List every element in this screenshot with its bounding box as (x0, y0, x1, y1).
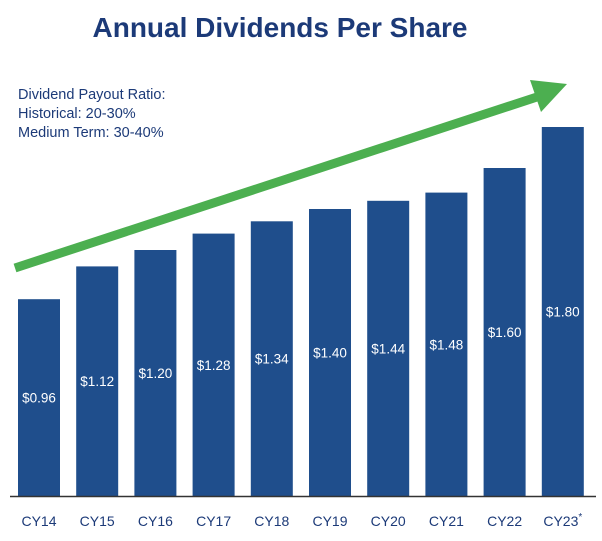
payout-ratio-historical: Historical: 20-30% (18, 106, 136, 122)
bar-value-label: $1.40 (313, 346, 347, 361)
bar-value-label: $1.44 (371, 341, 405, 356)
bar-cy22 (483, 168, 526, 496)
bar-value-label: $1.80 (546, 305, 580, 320)
payout-ratio-heading: Dividend Payout Ratio: (18, 87, 166, 103)
bar-cy15 (76, 266, 119, 496)
payout-ratio-note: Dividend Payout Ratio: Historical: 20-30… (18, 86, 166, 143)
bar-value-labels-group: $0.96 $1.12 $1.20 $1.28 $1.34 $1.40 $1.44 $1.48… (22, 305, 580, 406)
x-tick-label: CY14 (21, 513, 56, 529)
x-tick-label: CY16 (138, 513, 173, 529)
bar-value-label: $1.34 (255, 352, 289, 367)
x-axis-tick-labels-group: CY14 CY15 CY16 CY17 CY18 CY19 CY20 CY21 CY22 CY23… (21, 512, 582, 529)
x-tick-label: CY21 (429, 513, 464, 529)
bars-group (18, 127, 584, 497)
bar-value-label: $1.20 (139, 366, 173, 381)
trend-arrow-shaft (13, 91, 542, 273)
x-tick-label: CY17 (196, 513, 231, 529)
x-tick-label: CY18 (254, 513, 289, 529)
x-tick-label: CY20 (371, 513, 406, 529)
x-tick-label: CY23* (543, 512, 582, 529)
trend-arrow (13, 80, 567, 273)
bar-cy16 (134, 250, 177, 496)
x-tick-label: CY15 (80, 513, 115, 529)
trend-arrow-head (530, 80, 567, 112)
bar-cy21 (425, 192, 468, 496)
bar-value-label: $1.48 (430, 337, 464, 352)
bar-cy14 (18, 299, 60, 496)
bar-cy17 (192, 233, 235, 496)
footnote-mark: * (578, 512, 582, 523)
x-tick-label: CY19 (312, 513, 347, 529)
chart-title: Annual Dividends Per Share (92, 12, 468, 43)
bar-cy23 (541, 127, 584, 496)
bar-cy20 (367, 200, 410, 497)
bar-value-label: $0.96 (22, 391, 56, 406)
x-tick-label: CY22 (487, 513, 522, 529)
bar-value-label: $1.12 (80, 374, 114, 389)
bar-cy19 (309, 209, 351, 496)
bar-cy18 (250, 221, 293, 497)
payout-ratio-medium-term: Medium Term: 30-40% (18, 125, 164, 141)
bar-value-label: $1.60 (488, 325, 522, 340)
bar-value-label: $1.28 (197, 358, 231, 373)
